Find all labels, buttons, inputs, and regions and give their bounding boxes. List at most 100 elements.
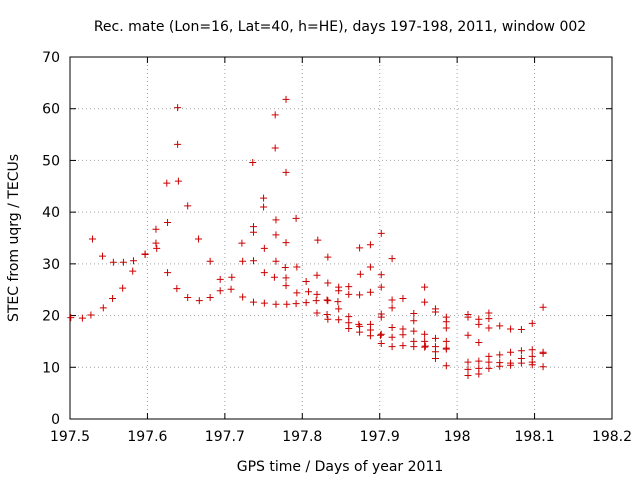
data-point — [195, 235, 203, 243]
data-point — [475, 357, 483, 365]
x-tick-label: 197.8 — [282, 429, 322, 445]
data-point — [260, 269, 268, 277]
data-point — [345, 283, 353, 291]
data-point — [485, 315, 493, 323]
data-point — [324, 279, 332, 287]
data-point — [366, 241, 374, 249]
data-point — [442, 324, 450, 332]
data-point — [271, 111, 279, 119]
data-point — [78, 314, 86, 322]
data-point — [238, 239, 246, 247]
data-point — [109, 258, 117, 266]
data-point — [206, 257, 214, 265]
data-point — [282, 239, 290, 247]
x-tick-label: 197.9 — [360, 429, 400, 445]
data-point — [377, 339, 385, 347]
data-point — [67, 314, 75, 322]
y-tick-label: 50 — [42, 153, 60, 169]
data-point — [271, 144, 279, 152]
data-point — [377, 330, 385, 338]
data-point — [399, 295, 407, 303]
data-point — [152, 239, 160, 247]
data-point — [292, 214, 300, 222]
data-point — [507, 325, 515, 333]
data-point — [539, 349, 547, 357]
data-point — [282, 274, 290, 282]
data-point — [250, 228, 258, 236]
data-point — [335, 316, 343, 324]
y-tick-label: 70 — [42, 50, 60, 66]
data-point — [119, 284, 127, 292]
data-point — [345, 325, 353, 332]
data-point — [388, 333, 396, 341]
data-point — [260, 299, 268, 307]
data-point — [507, 361, 515, 369]
data-point — [464, 372, 472, 380]
data-point — [442, 362, 450, 370]
data-point — [99, 304, 107, 312]
data-point — [272, 300, 280, 308]
data-point — [485, 358, 493, 366]
data-point — [153, 244, 161, 252]
data-point — [173, 285, 181, 293]
data-point — [421, 343, 429, 351]
data-point — [174, 140, 182, 148]
data-point — [431, 334, 439, 342]
data-point — [239, 257, 247, 265]
data-point — [442, 345, 450, 353]
plot-frame — [69, 56, 613, 420]
data-point — [485, 364, 493, 372]
data-point — [431, 308, 439, 316]
y-tick-label: 0 — [51, 412, 60, 428]
data-point — [227, 285, 235, 293]
data-point — [272, 216, 280, 224]
data-point — [410, 310, 418, 318]
data-point — [184, 293, 192, 301]
data-point — [377, 313, 385, 321]
data-point — [216, 275, 224, 283]
data-point — [388, 304, 396, 312]
data-point — [109, 295, 117, 303]
data-point — [475, 320, 483, 328]
data-point — [442, 318, 450, 326]
data-point — [293, 289, 301, 297]
data-point — [366, 288, 374, 296]
x-tick-label: 197.6 — [127, 429, 167, 445]
x-axis-label: GPS time / Days of year 2011 — [237, 459, 444, 475]
data-point — [356, 328, 364, 336]
data-point — [282, 168, 290, 176]
x-tick-label: 198 — [444, 429, 471, 445]
data-point — [260, 244, 268, 252]
data-point — [376, 331, 384, 339]
data-point — [464, 331, 472, 339]
data-point — [496, 322, 504, 330]
data-point — [324, 253, 332, 261]
data-point — [528, 319, 536, 327]
data-point — [282, 95, 290, 103]
data-point — [388, 343, 396, 351]
data-point — [399, 342, 407, 350]
data-point — [314, 236, 322, 244]
data-point — [410, 317, 418, 325]
grid-lines — [70, 57, 612, 419]
data-point — [302, 299, 310, 307]
y-tick-label: 10 — [42, 360, 60, 376]
y-tick-label: 60 — [42, 102, 60, 118]
data-point — [249, 158, 257, 166]
data-point — [163, 179, 171, 187]
data-point — [323, 296, 331, 304]
data-point — [356, 244, 364, 252]
data-point — [228, 273, 236, 281]
data-point — [442, 337, 450, 345]
data-point — [377, 271, 385, 279]
y-tick-label: 40 — [42, 205, 60, 221]
data-point — [272, 231, 280, 239]
data-point — [272, 257, 280, 265]
data-point — [485, 324, 493, 332]
data-point — [313, 271, 321, 279]
x-axis: 197.5 197.6 197.7 197.8 197.9 198 198.1 198.2 — [50, 57, 632, 445]
data-point — [345, 290, 353, 298]
chart-title: Rec. mate (Lon=16, Lat=40, h=HE), days 1… — [94, 19, 586, 35]
data-point — [282, 282, 290, 290]
x-tick-label: 197.5 — [50, 429, 90, 445]
